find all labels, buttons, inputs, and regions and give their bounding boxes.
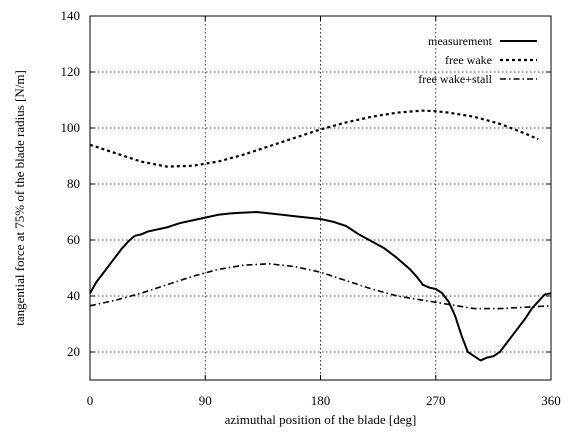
x-axis-title: azimuthal position of the blade [deg] <box>225 412 417 427</box>
legend: measurement free wake free wake+stall <box>418 34 537 86</box>
y-tick-label: 20 <box>67 344 80 359</box>
legend-label: measurement <box>428 34 493 48</box>
x-tick-label: 90 <box>199 393 212 408</box>
x-tick-label: 0 <box>87 393 94 408</box>
y-tick-label: 120 <box>61 64 81 79</box>
x-tick-label: 360 <box>541 393 561 408</box>
y-tick-label: 140 <box>61 8 81 23</box>
series-line-measurement <box>89 211 552 362</box>
y-axis-title: tangential force at 75% of the blade rad… <box>12 70 27 326</box>
y-tick-label: 40 <box>67 288 80 303</box>
y-tick-label: 60 <box>67 232 80 247</box>
tick-labels: 0 90 180 270 360 20 40 60 80 100 120 140 <box>61 8 561 408</box>
x-tick-label: 270 <box>426 393 446 408</box>
series-line-free-wake <box>89 109 539 168</box>
y-tick-label: 100 <box>61 120 81 135</box>
grid-lines <box>90 16 551 380</box>
series-line-free-wake-stall <box>89 262 552 310</box>
legend-label: free wake <box>445 53 492 67</box>
x-tick-label: 180 <box>311 393 331 408</box>
series-lines <box>89 109 552 362</box>
y-tick-label: 80 <box>67 176 80 191</box>
legend-label: free wake+stall <box>418 72 492 86</box>
axis-ticks <box>89 15 552 380</box>
